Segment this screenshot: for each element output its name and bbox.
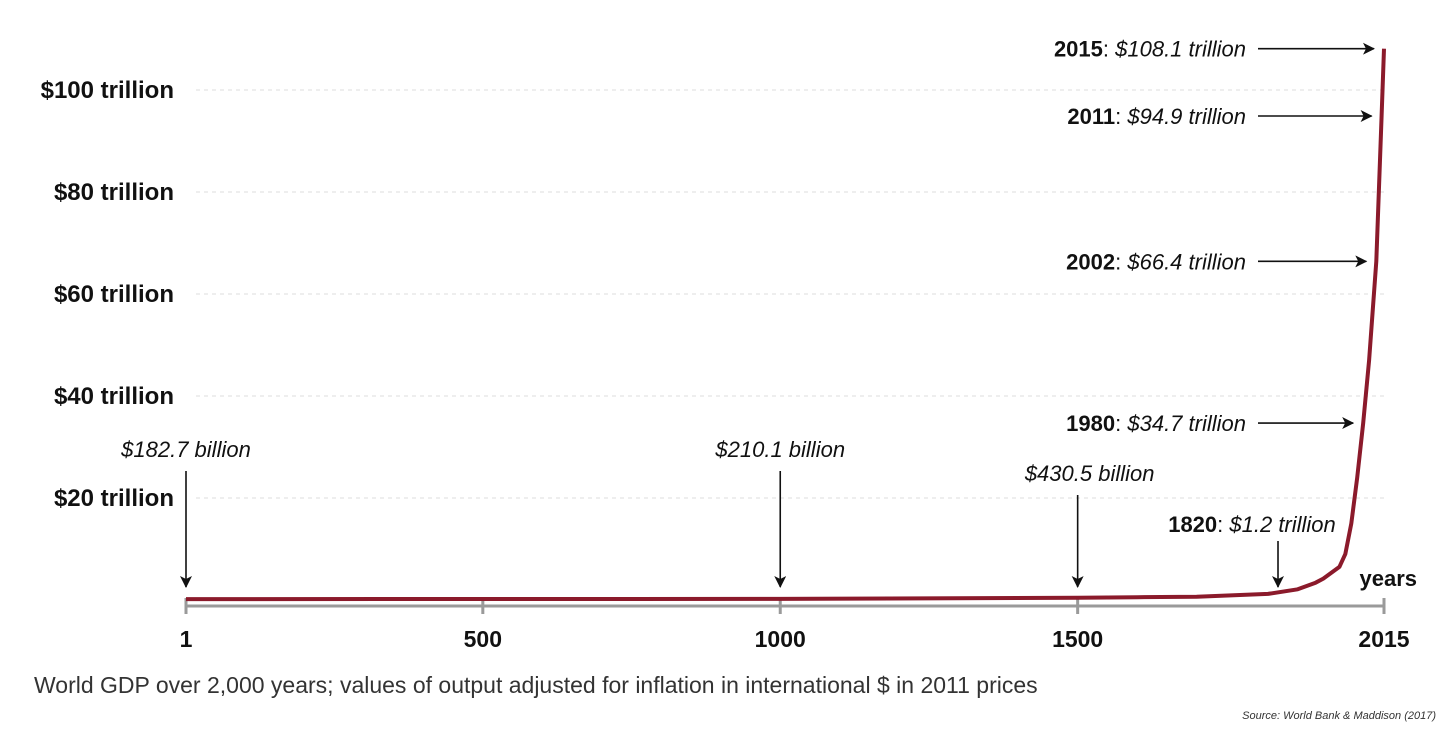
series-lines [185, 48, 1386, 602]
x-tick-label: 1500 [1052, 626, 1103, 652]
annotation-year: 2011 [1067, 104, 1115, 129]
y-tick-label: $20 trillion [54, 485, 174, 512]
svg-text:$430.5 billion: $430.5 billion [1024, 461, 1155, 486]
x-tick-label: 500 [464, 626, 502, 652]
annotation-year: 2002 [1066, 249, 1115, 274]
x-tick-label: 2015 [1358, 626, 1409, 652]
gdp-series-line [185, 48, 1386, 602]
annotation-value: $1.2 trillion [1228, 512, 1335, 537]
svg-text:2011: $94.9 trillion: 2011: $94.9 trillion [1067, 104, 1246, 129]
svg-text:$210.1 billion: $210.1 billion [714, 437, 845, 462]
annotation: 2011: $94.9 trillion [1067, 104, 1373, 129]
annotations: $182.7 billion $210.1 billion $430.5 billi… [120, 37, 1375, 588]
x-axis-unit-label: years [1359, 566, 1417, 591]
svg-text:1980: $34.7 trillion: 1980: $34.7 trillion [1066, 411, 1246, 436]
chart-caption: World GDP over 2,000 years; values of ou… [34, 672, 1038, 698]
annotation: 2015: $108.1 trillion [1054, 37, 1375, 62]
annotation-value: $210.1 billion [714, 437, 845, 462]
annotation-year: 1820 [1168, 512, 1217, 537]
y-tick-label: $60 trillion [54, 281, 174, 308]
x-tick-label: 1 [180, 626, 193, 652]
y-tick-label: $80 trillion [54, 179, 174, 206]
annotation-year: 1980 [1066, 411, 1115, 436]
annotation: 2002: $66.4 trillion [1066, 249, 1368, 274]
annotation: $210.1 billion [714, 437, 845, 588]
annotation-value: $34.7 trillion [1126, 411, 1246, 436]
annotation-value: $182.7 billion [120, 437, 251, 462]
svg-text:1820: $1.2 trillion: 1820: $1.2 trillion [1168, 512, 1336, 537]
annotation: 1980: $34.7 trillion [1066, 411, 1355, 436]
annotation: $430.5 billion [1024, 461, 1155, 588]
source-note: Source: World Bank & Maddison (2017) [1242, 710, 1436, 722]
y-axis-tick-labels: $20 trillion $40 trillion $60 trillion $80 … [41, 77, 174, 512]
y-tick-label: $40 trillion [54, 383, 174, 410]
x-tick-label: 1000 [755, 626, 806, 652]
annotation-year: 2015 [1054, 37, 1103, 62]
grid-lines [196, 89, 1384, 499]
svg-text:2015: $108.1 trillion: 2015: $108.1 trillion [1054, 37, 1246, 62]
annotation-value: $94.9 trillion [1126, 104, 1246, 129]
annotation: 1820: $1.2 trillion [1168, 512, 1336, 588]
y-tick-label: $100 trillion [41, 77, 174, 104]
svg-text:$182.7 billion: $182.7 billion [120, 437, 251, 462]
annotation: $182.7 billion [120, 437, 251, 588]
annotation-value: $66.4 trillion [1126, 249, 1246, 274]
annotation-value: $108.1 trillion [1114, 37, 1246, 62]
svg-text:2002: $66.4 trillion: 2002: $66.4 trillion [1066, 249, 1246, 274]
annotation-value: $430.5 billion [1024, 461, 1155, 486]
